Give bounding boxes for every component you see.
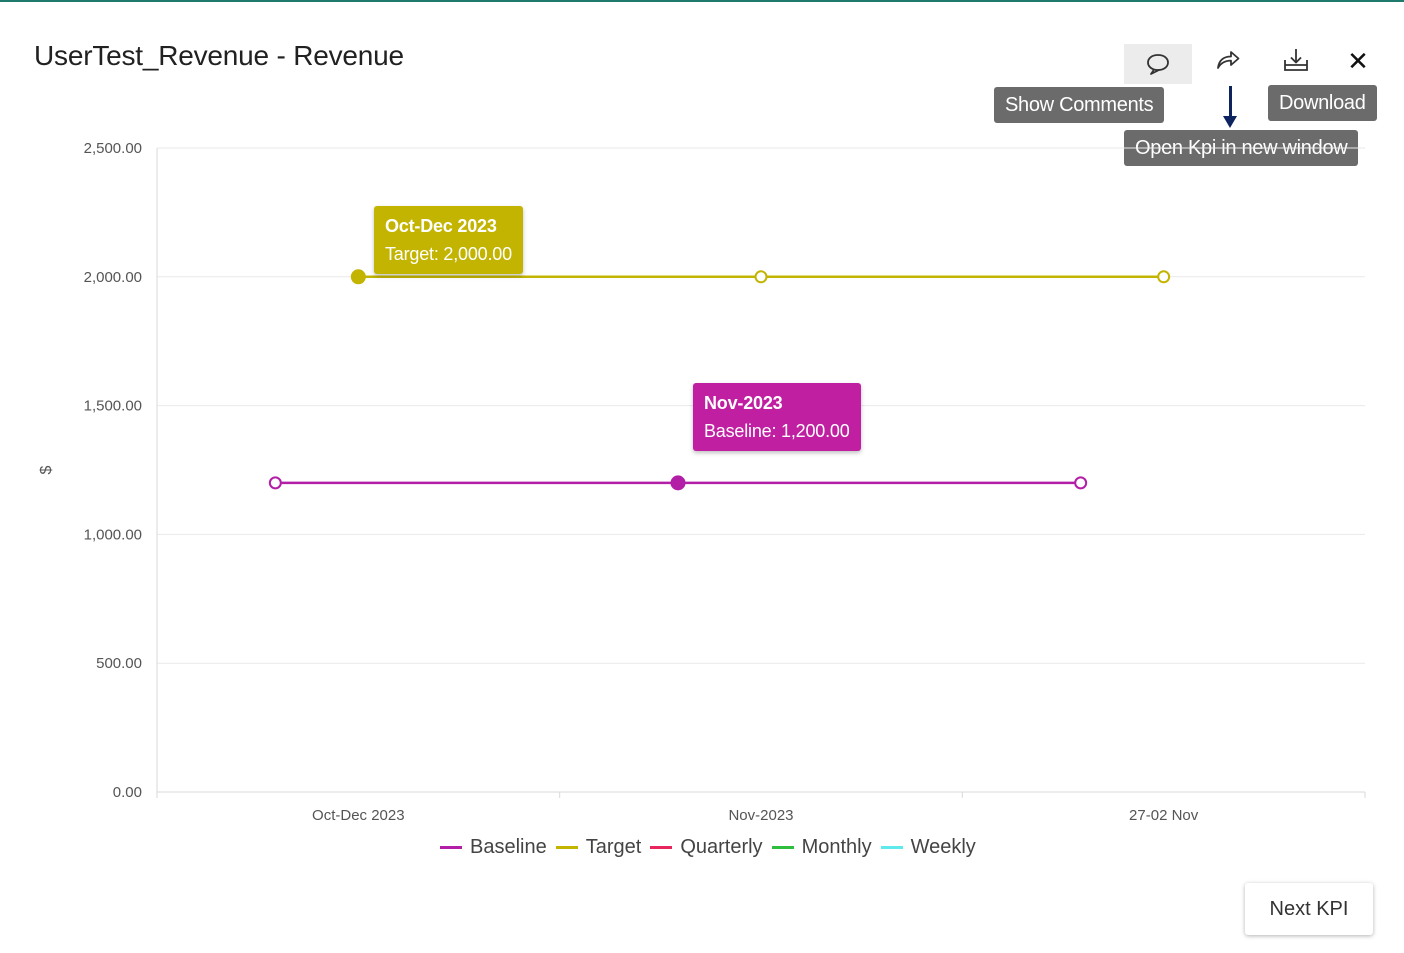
legend-label: Target: [585, 836, 642, 858]
show-comments-tooltip: Show Comments: [994, 87, 1165, 123]
legend-label: Weekly: [910, 836, 976, 858]
data-point-target: [1157, 270, 1171, 284]
legend-label: Quarterly: [680, 836, 763, 858]
data-point-target: [754, 270, 768, 284]
target-data-tooltip: Oct-Dec 2023 Target: 2,000.00: [374, 206, 523, 274]
y-tick-label: 1,500.00: [84, 398, 142, 415]
legend-item-weekly[interactable]: Weekly: [880, 836, 976, 859]
data-point-target: [350, 269, 366, 285]
x-tick-label: 27-02 Nov: [1129, 807, 1199, 824]
download-button[interactable]: [1276, 42, 1316, 78]
share-arrow-icon: [1217, 51, 1240, 69]
y-tick-label: 2,000.00: [84, 269, 142, 286]
legend-swatch: [555, 846, 578, 849]
target-tooltip-value: Target: 2,000.00: [385, 244, 512, 264]
legend-swatch: [771, 846, 794, 849]
legend-item-target[interactable]: Target: [555, 836, 642, 859]
page-title: UserTest_Revenue - Revenue: [34, 40, 404, 71]
next-kpi-button[interactable]: Next KPI: [1245, 883, 1373, 935]
baseline-tooltip-title: Nov-2023: [704, 393, 783, 413]
x-tick-label: Oct-Dec 2023: [312, 807, 405, 824]
speech-bubble-icon: [1147, 54, 1169, 75]
open-in-new-window-button[interactable]: [1208, 42, 1248, 78]
window-top-border: [0, 0, 1404, 2]
target-tooltip-title: Oct-Dec 2023: [385, 216, 497, 236]
download-tooltip: Download: [1268, 85, 1377, 121]
data-point-baseline: [1074, 476, 1088, 490]
legend-swatch: [440, 846, 462, 849]
y-tick-label: 2,500.00: [84, 140, 142, 157]
data-point-baseline: [268, 476, 282, 490]
legend-label: Baseline: [470, 836, 547, 858]
chart-legend: Baseline Target Quarterly Monthly Weekly: [440, 836, 985, 859]
show-comments-button[interactable]: [1124, 44, 1192, 84]
legend-item-quarterly[interactable]: Quarterly: [650, 836, 763, 859]
y-axis-label: $: [38, 465, 55, 474]
legend-label: Monthly: [801, 836, 872, 858]
legend-item-monthly[interactable]: Monthly: [771, 836, 872, 859]
y-tick-label: 0.00: [113, 784, 142, 801]
download-tray-icon: [1284, 49, 1308, 71]
data-point-baseline: [670, 475, 686, 491]
annotation-arrow-head: [1223, 116, 1237, 128]
y-tick-label: 500.00: [96, 655, 142, 672]
close-icon: ✕: [1347, 46, 1369, 76]
x-tick-label: Nov-2023: [728, 807, 793, 824]
close-button[interactable]: ✕: [1340, 44, 1376, 78]
baseline-tooltip-value: Baseline: 1,200.00: [704, 421, 850, 441]
legend-swatch: [880, 846, 903, 849]
legend-item-baseline[interactable]: Baseline: [440, 836, 547, 859]
legend-swatch: [650, 846, 673, 849]
y-tick-label: 1,000.00: [84, 526, 142, 543]
baseline-data-tooltip: Nov-2023 Baseline: 1,200.00: [693, 383, 861, 451]
annotation-arrow-shaft: [1229, 86, 1232, 120]
